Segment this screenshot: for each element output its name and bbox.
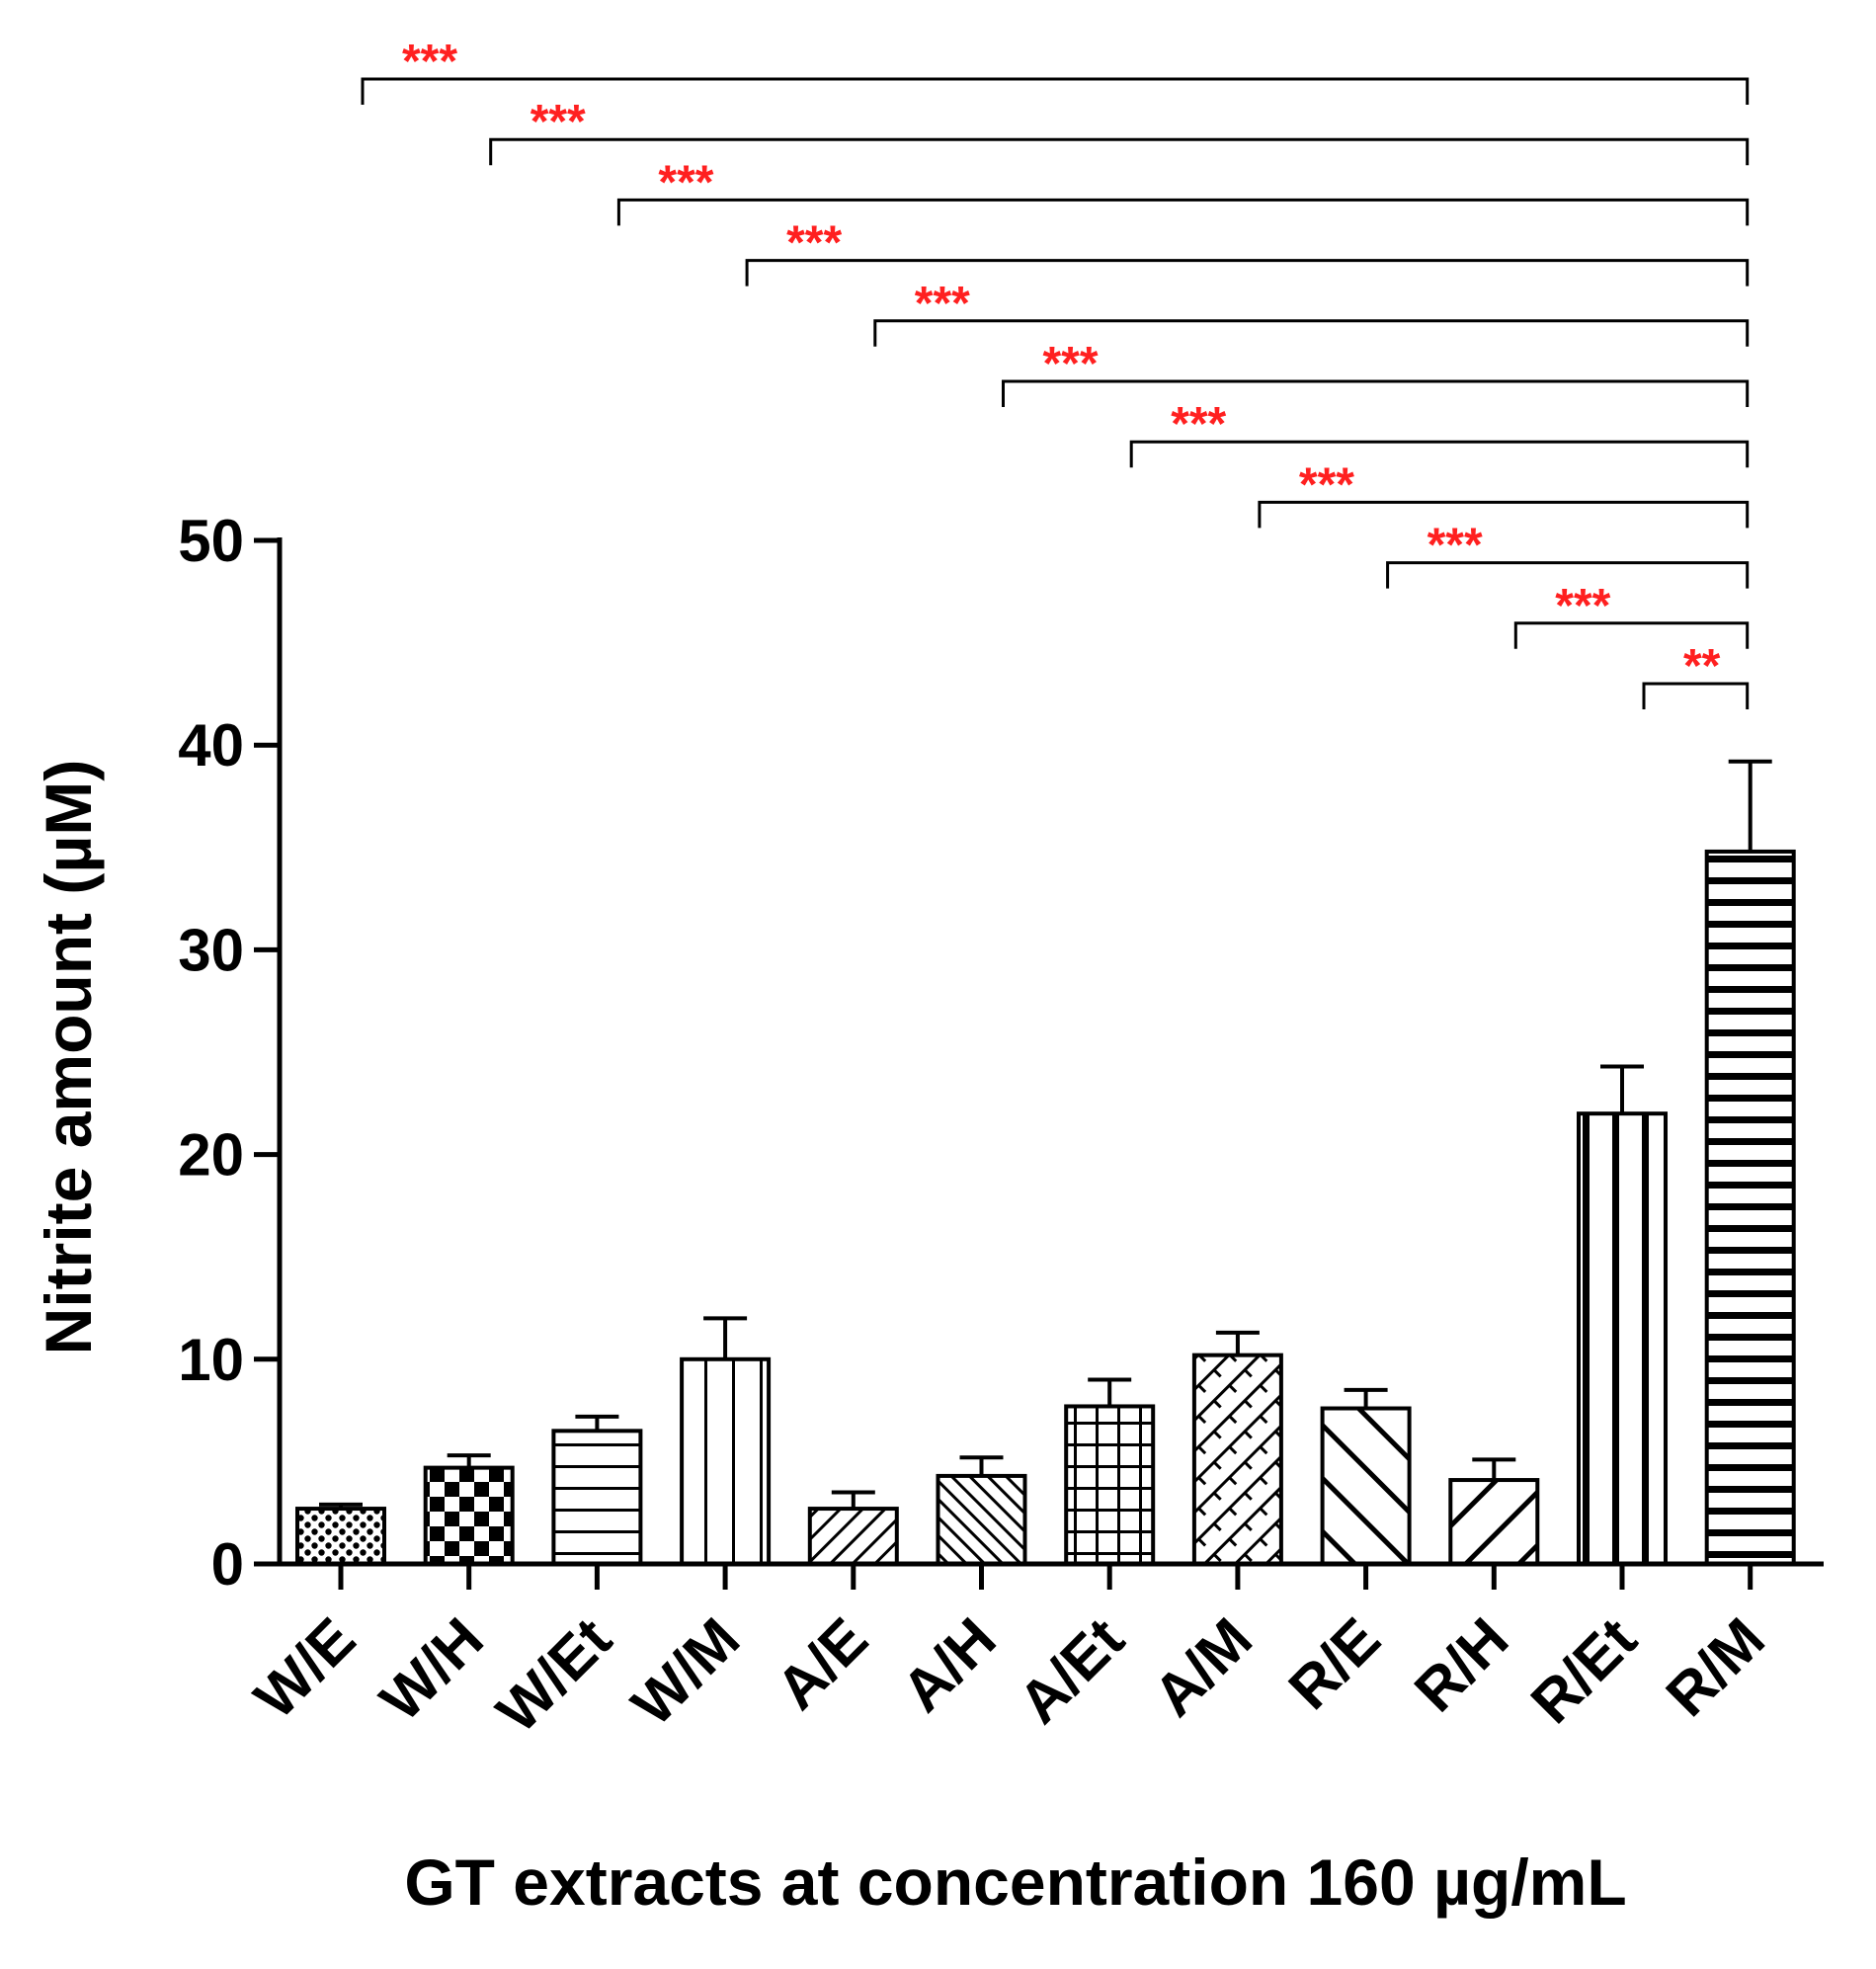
bar-w-m — [680, 1356, 772, 1567]
significance-label: *** — [1555, 580, 1610, 632]
x-axis-title: GT extracts at concentration 160 µg/mL — [404, 1846, 1626, 1919]
bar-w-h — [423, 1465, 515, 1566]
x-tick-label: W/Et — [484, 1605, 624, 1746]
x-tick-label: A/M — [1141, 1605, 1264, 1729]
x-tick-label: R/M — [1654, 1605, 1777, 1729]
bar-r-et — [1577, 1111, 1668, 1567]
significance-label: *** — [402, 36, 457, 88]
x-tick-label: A/Et — [1006, 1605, 1136, 1736]
bar-a-m — [1191, 1353, 1283, 1566]
bar-a-e — [807, 1507, 899, 1567]
significance-bracket — [1002, 379, 1750, 407]
significance-label: *** — [1427, 520, 1483, 572]
significance-bracket — [1513, 621, 1750, 649]
y-tick-label: 50 — [178, 508, 244, 574]
bar-r-h — [1448, 1478, 1540, 1566]
significance-label: *** — [786, 217, 842, 270]
bar-w-e — [295, 1507, 386, 1567]
significance-bracket — [616, 198, 1750, 226]
significance-bracket — [745, 259, 1750, 287]
significance-label: *** — [530, 96, 586, 148]
significance-bracket — [489, 137, 1750, 166]
significance-brackets: ******************************** — [361, 36, 1750, 709]
significance-bracket — [1258, 500, 1750, 529]
y-tick-label: 0 — [211, 1531, 244, 1598]
x-tick-label: R/Et — [1518, 1605, 1649, 1736]
bar-r-m — [1704, 849, 1796, 1566]
significance-label: *** — [658, 156, 713, 208]
x-tick-label: W/M — [619, 1605, 753, 1739]
significance-label: ** — [1683, 640, 1721, 693]
significance-label: *** — [1043, 338, 1099, 390]
significance-label: *** — [915, 278, 970, 330]
bar-a-et — [1064, 1404, 1156, 1567]
y-axis-title: Nitrite amount (µM) — [32, 760, 105, 1355]
significance-bracket — [361, 77, 1750, 105]
bar-a-h — [936, 1473, 1027, 1567]
y-tick-label: 20 — [178, 1122, 244, 1189]
significance-label: *** — [1299, 458, 1354, 511]
bars — [295, 759, 1796, 1567]
significance-label: *** — [1171, 398, 1226, 451]
x-tick-label: A/H — [889, 1605, 1008, 1724]
x-tick-label: A/E — [764, 1605, 880, 1722]
x-tick-label: R/H — [1402, 1605, 1520, 1724]
x-tick-label: R/E — [1276, 1605, 1393, 1722]
bar-w-et — [551, 1429, 643, 1566]
significance-bracket — [1386, 561, 1750, 589]
significance-bracket — [873, 319, 1750, 347]
y-tick-label: 30 — [178, 917, 244, 983]
significance-bracket — [1129, 440, 1750, 468]
bar-r-e — [1320, 1406, 1412, 1566]
x-tick-label: W/E — [242, 1605, 368, 1732]
y-tick-label: 40 — [178, 712, 244, 779]
y-tick-label: 10 — [178, 1327, 244, 1393]
significance-bracket — [1642, 682, 1750, 709]
x-tick-label: W/H — [367, 1605, 496, 1734]
